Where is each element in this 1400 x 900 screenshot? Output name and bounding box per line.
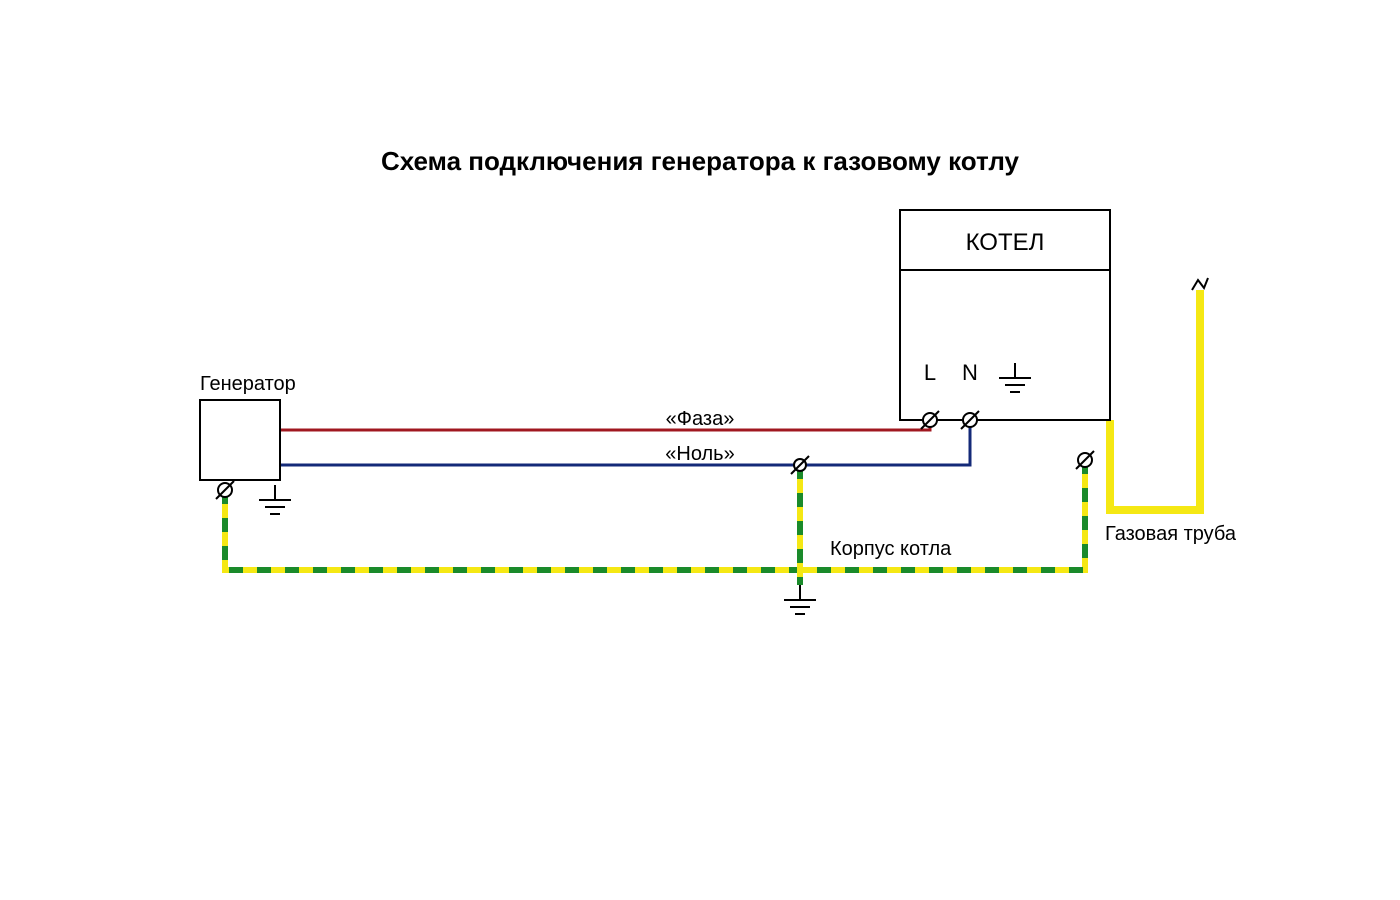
neutral-label: «Ноль» xyxy=(665,443,734,465)
diagram-title: Схема подключения генератора к газовому … xyxy=(381,146,1020,176)
generator-terminal xyxy=(216,481,234,499)
terminal-L-label: L xyxy=(924,360,936,385)
boiler-body-label: Корпус котла xyxy=(830,538,952,560)
gas-pipe-cut-icon xyxy=(1192,278,1208,290)
boiler-terminal-PE xyxy=(1076,451,1094,469)
gas-pipe xyxy=(1110,290,1200,510)
ground-wire-main-stripe xyxy=(225,460,1085,570)
wiring-diagram: Схема подключения генератора к газовому … xyxy=(0,0,1400,900)
boiler-label: КОТЕЛ xyxy=(966,229,1045,256)
terminal-N-label: N xyxy=(962,360,978,385)
generator-label: Генератор xyxy=(200,373,296,395)
phase-wire xyxy=(280,420,930,430)
gas-pipe-label: Газовая труба xyxy=(1105,523,1237,545)
generator-box xyxy=(200,400,280,480)
neutral-wire xyxy=(280,420,970,465)
ground-symbol-icon xyxy=(259,485,291,514)
ground-symbol-icon xyxy=(784,585,816,614)
ground-wire-main xyxy=(225,460,1085,570)
phase-label: «Фаза» xyxy=(666,408,735,430)
